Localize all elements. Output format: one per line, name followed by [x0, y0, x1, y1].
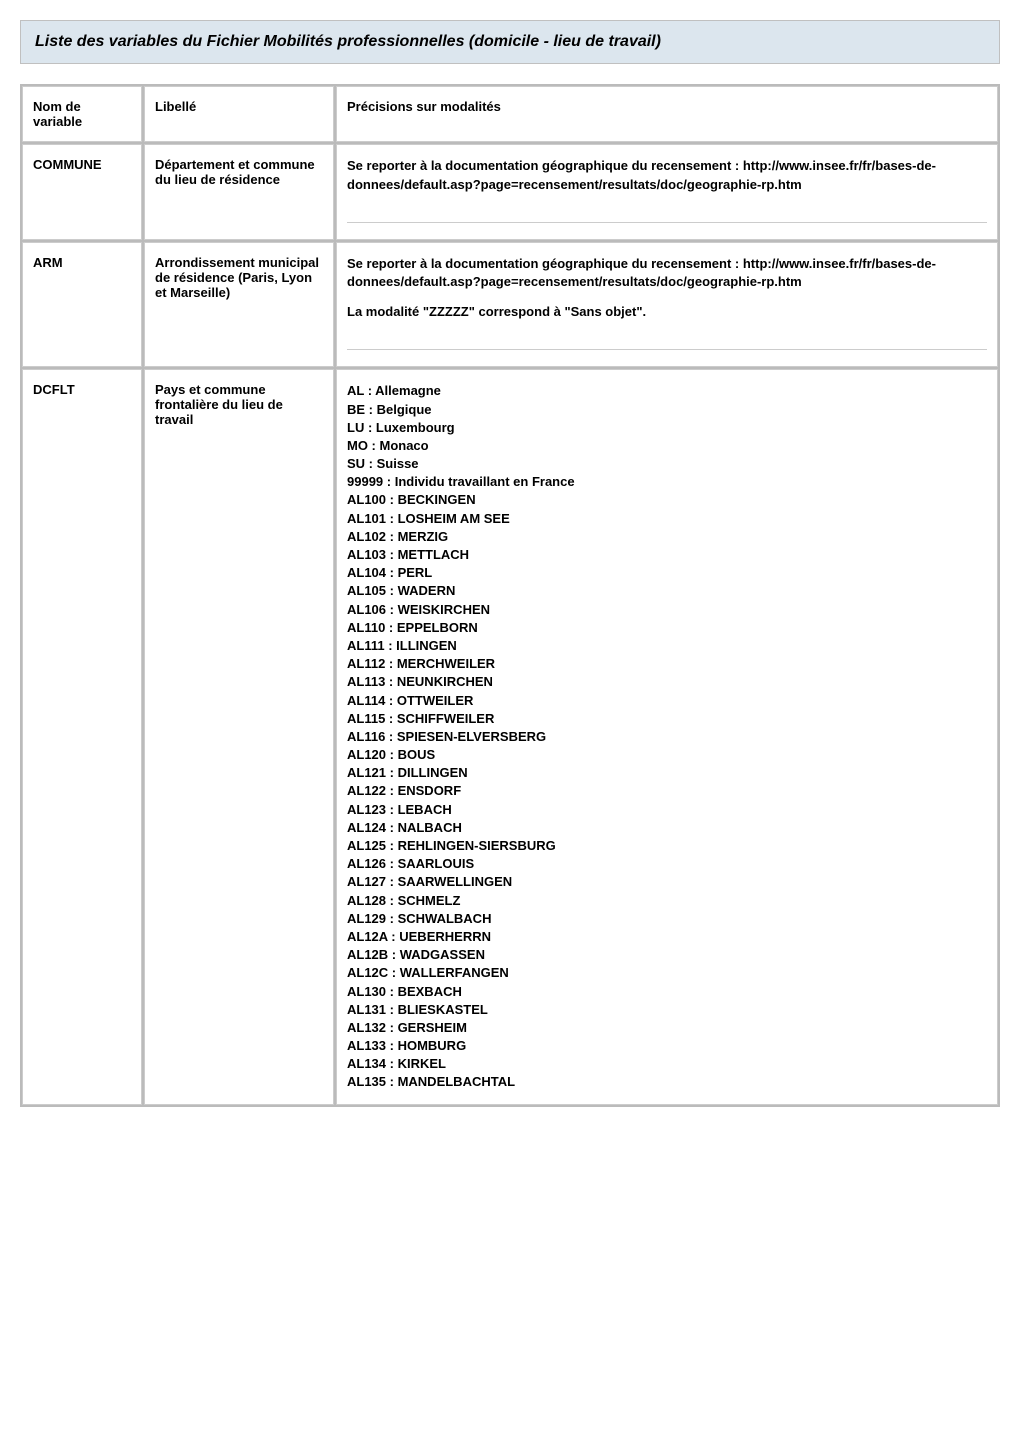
modality-item: SU : Suisse	[347, 455, 987, 473]
modality-item: AL : Allemagne	[347, 382, 987, 400]
modality-item: AL124 : NALBACH	[347, 819, 987, 837]
cell-precisions: Se reporter à la documentation géographi…	[336, 242, 998, 368]
modality-item: AL100 : BECKINGEN	[347, 491, 987, 509]
header-precisions: Précisions sur modalités	[336, 86, 998, 142]
modality-item: AL110 : EPPELBORN	[347, 619, 987, 637]
modality-item: AL103 : METTLACH	[347, 546, 987, 564]
cell-nom: DCFLT	[22, 369, 142, 1104]
modality-item: AL102 : MERZIG	[347, 528, 987, 546]
modality-item: AL106 : WEISKIRCHEN	[347, 601, 987, 619]
header-nom: Nom de variable	[22, 86, 142, 142]
modality-item: AL105 : WADERN	[347, 582, 987, 600]
modality-item: AL130 : BEXBACH	[347, 983, 987, 1001]
modality-item: AL129 : SCHWALBACH	[347, 910, 987, 928]
modality-item: AL123 : LEBACH	[347, 801, 987, 819]
modality-list: AL : Allemagne BE : Belgique LU : Luxemb…	[347, 382, 987, 1091]
variables-table: Nom de variable Libellé Précisions sur m…	[20, 84, 1000, 1106]
cell-libelle: Département et commune du lieu de réside…	[144, 144, 334, 239]
modality-item: AL122 : ENSDORF	[347, 782, 987, 800]
precisions-extra: La modalité "ZZZZZ" correspond à "Sans o…	[347, 303, 987, 321]
modality-item: AL104 : PERL	[347, 564, 987, 582]
modality-item: AL111 : ILLINGEN	[347, 637, 987, 655]
modality-item: BE : Belgique	[347, 401, 987, 419]
document-title: Liste des variables du Fichier Mobilités…	[35, 31, 985, 53]
modality-item: AL113 : NEUNKIRCHEN	[347, 673, 987, 691]
precisions-text: Se reporter à la documentation géographi…	[347, 157, 987, 193]
cell-nom: ARM	[22, 242, 142, 368]
modality-item: AL112 : MERCHWEILER	[347, 655, 987, 673]
modality-item: AL135 : MANDELBACHTAL	[347, 1073, 987, 1091]
cell-precisions: AL : Allemagne BE : Belgique LU : Luxemb…	[336, 369, 998, 1104]
modality-item: AL12C : WALLERFANGEN	[347, 964, 987, 982]
modality-item: AL12A : UEBERHERRN	[347, 928, 987, 946]
modality-item: 99999 : Individu travaillant en France	[347, 473, 987, 491]
modality-item: AL126 : SAARLOUIS	[347, 855, 987, 873]
table-row: COMMUNE Département et commune du lieu d…	[22, 144, 998, 239]
precisions-text: Se reporter à la documentation géographi…	[347, 255, 987, 291]
modality-item: AL114 : OTTWEILER	[347, 692, 987, 710]
modality-item: AL116 : SPIESEN-ELVERSBERG	[347, 728, 987, 746]
modality-item: AL125 : REHLINGEN-SIERSBURG	[347, 837, 987, 855]
modality-item: MO : Monaco	[347, 437, 987, 455]
header-libelle: Libellé	[144, 86, 334, 142]
modality-item: AL12B : WADGASSEN	[347, 946, 987, 964]
cell-precisions: Se reporter à la documentation géographi…	[336, 144, 998, 239]
modality-item: AL132 : GERSHEIM	[347, 1019, 987, 1037]
modality-item: AL115 : SCHIFFWEILER	[347, 710, 987, 728]
modality-item: AL121 : DILLINGEN	[347, 764, 987, 782]
cell-libelle: Pays et commune frontalière du lieu de t…	[144, 369, 334, 1104]
cell-nom: COMMUNE	[22, 144, 142, 239]
modality-item: AL101 : LOSHEIM AM SEE	[347, 510, 987, 528]
document-title-box: Liste des variables du Fichier Mobilités…	[20, 20, 1000, 64]
divider	[347, 222, 987, 223]
modality-item: AL120 : BOUS	[347, 746, 987, 764]
modality-item: LU : Luxembourg	[347, 419, 987, 437]
cell-libelle: Arrondissement municipal de résidence (P…	[144, 242, 334, 368]
table-row: DCFLT Pays et commune frontalière du lie…	[22, 369, 998, 1104]
table-row: ARM Arrondissement municipal de résidenc…	[22, 242, 998, 368]
divider	[347, 349, 987, 350]
table-header-row: Nom de variable Libellé Précisions sur m…	[22, 86, 998, 142]
modality-item: AL134 : KIRKEL	[347, 1055, 987, 1073]
modality-item: AL127 : SAARWELLINGEN	[347, 873, 987, 891]
modality-item: AL128 : SCHMELZ	[347, 892, 987, 910]
modality-item: AL133 : HOMBURG	[347, 1037, 987, 1055]
modality-item: AL131 : BLIESKASTEL	[347, 1001, 987, 1019]
